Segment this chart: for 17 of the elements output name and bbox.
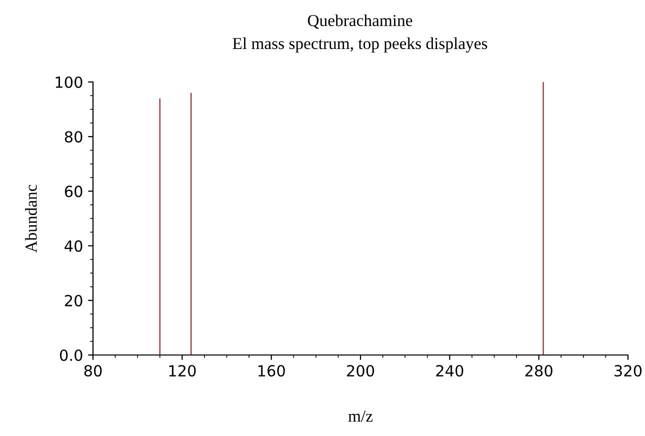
x-axis-title: m/z (348, 410, 373, 422)
x-tick-label: 160 (258, 364, 285, 377)
x-tick-label: 320 (614, 364, 642, 377)
y-tick-label: 20 (64, 294, 82, 306)
y-tick-label: 80 (64, 131, 82, 143)
x-tick-label: 200 (347, 364, 374, 377)
y-axis-title: Abundanc (25, 184, 37, 253)
x-tick-label: 80 (84, 364, 102, 377)
x-tick-label: 120 (169, 364, 196, 377)
y-tick-label: 0.0 (60, 349, 82, 362)
y-tick-label: 60 (64, 186, 82, 198)
chart-subtitle: El mass spectrum, top peeks displayes (232, 37, 488, 53)
chart-title: Quebrachamine (308, 14, 412, 29)
y-tick-label: 100 (56, 76, 82, 88)
y-tick-label: 40 (64, 240, 82, 252)
x-tick-label: 240 (436, 364, 464, 377)
x-tick-label: 280 (525, 364, 552, 377)
